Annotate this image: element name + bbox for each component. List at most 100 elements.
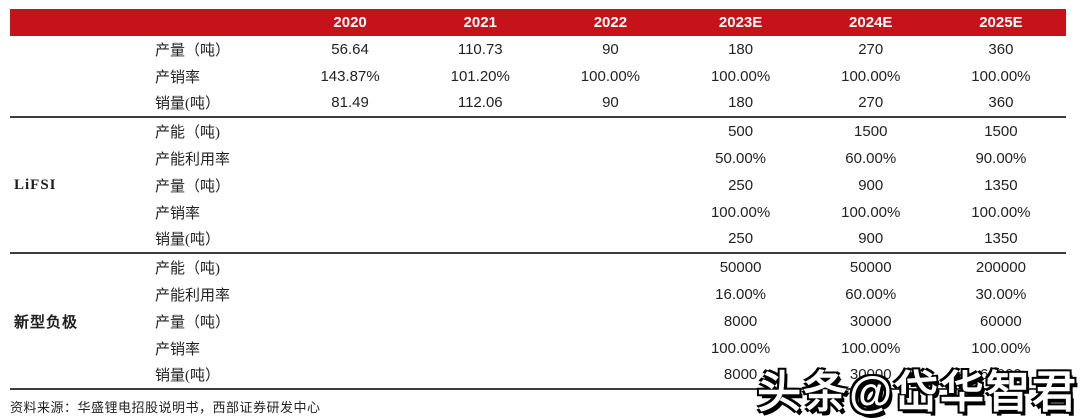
metric-label: 销量(吨） bbox=[155, 232, 220, 249]
group-label-anode: 新型负极 bbox=[14, 314, 79, 331]
value-cell: 250 bbox=[728, 176, 754, 194]
value-cell: 100.00% bbox=[971, 203, 1031, 221]
table-section-lifsi: LiFSI 产能（吨) 500 1500 1500 产能利用率 50.00% 6… bbox=[10, 118, 1066, 255]
value-cell bbox=[285, 254, 415, 281]
value-cell: 100.00% bbox=[580, 67, 641, 85]
value-cell: 100.00% bbox=[841, 67, 901, 85]
value-cell: 112.06 bbox=[457, 94, 503, 112]
value-cell bbox=[545, 226, 675, 253]
value-cell: 60000 bbox=[980, 312, 1022, 330]
value-cell bbox=[545, 362, 675, 389]
value-cell bbox=[415, 172, 545, 199]
value-cell: 250 bbox=[728, 230, 754, 248]
value-cell: 50.00% bbox=[715, 150, 767, 168]
value-cell: 143.87% bbox=[320, 67, 380, 85]
metric-label: 产能利用率 bbox=[155, 288, 231, 305]
year-header-2020: 2020 bbox=[333, 14, 367, 31]
value-cell bbox=[545, 281, 675, 308]
value-cell: 1500 bbox=[854, 123, 888, 141]
metric-label: 产销率 bbox=[155, 69, 201, 86]
year-header-2024e: 2024E bbox=[849, 14, 893, 31]
value-cell bbox=[415, 335, 545, 362]
value-cell: 1350 bbox=[984, 230, 1018, 248]
value-cell bbox=[415, 362, 545, 389]
value-cell bbox=[285, 199, 415, 226]
value-cell bbox=[545, 172, 675, 199]
value-cell: 900 bbox=[858, 230, 884, 248]
forecast-table: 2020 2021 2022 2023E 2024E 2025E 产量（吨） 5… bbox=[10, 9, 1066, 391]
value-cell bbox=[545, 118, 675, 145]
group-label bbox=[10, 36, 145, 116]
metric-label: 产量（吨） bbox=[155, 42, 231, 59]
value-cell: 360 bbox=[988, 40, 1014, 58]
value-cell: 90 bbox=[602, 40, 619, 58]
value-cell: 50000 bbox=[719, 259, 762, 277]
value-cell bbox=[415, 254, 545, 281]
value-cell: 1500 bbox=[984, 123, 1018, 141]
value-cell: 90 bbox=[602, 94, 619, 112]
value-cell: 56.64 bbox=[331, 40, 369, 58]
value-cell: 360 bbox=[988, 94, 1014, 112]
value-cell bbox=[545, 254, 675, 281]
metric-label: 产量（吨） bbox=[155, 314, 231, 331]
value-cell: 200000 bbox=[975, 259, 1026, 277]
value-cell: 60000 bbox=[980, 366, 1022, 384]
value-cell: 30.00% bbox=[975, 286, 1027, 304]
value-cell bbox=[545, 335, 675, 362]
value-cell: 50000 bbox=[849, 259, 892, 277]
value-cell: 180 bbox=[728, 94, 754, 112]
metric-label: 产销率 bbox=[155, 341, 201, 358]
value-cell: 8000 bbox=[723, 366, 758, 384]
metric-label: 产销率 bbox=[155, 205, 201, 222]
value-cell: 500 bbox=[728, 123, 754, 141]
value-cell bbox=[415, 281, 545, 308]
year-header-2025e: 2025E bbox=[979, 14, 1023, 31]
value-cell: 81.49 bbox=[331, 94, 369, 112]
metric-label: 产量（吨） bbox=[155, 178, 231, 195]
value-cell bbox=[285, 226, 415, 253]
value-cell bbox=[415, 199, 545, 226]
toutiao-watermark: 头条@岱华智君 bbox=[757, 368, 1078, 417]
source-note: 资料来源：华盛锂电招股说明书，西部证券研发中心 bbox=[10, 400, 321, 415]
value-cell bbox=[285, 281, 415, 308]
group-label-lifsi: LiFSI bbox=[14, 176, 57, 193]
table-header-row: 2020 2021 2022 2023E 2024E 2025E bbox=[10, 9, 1066, 36]
value-cell bbox=[285, 118, 415, 145]
value-cell bbox=[285, 145, 415, 172]
value-cell: 60.00% bbox=[845, 286, 897, 304]
value-cell: 30000 bbox=[849, 312, 892, 330]
year-header-2023e: 2023E bbox=[718, 14, 763, 31]
value-cell bbox=[285, 308, 415, 335]
value-cell: 100.00% bbox=[971, 339, 1031, 357]
value-cell: 100.00% bbox=[971, 67, 1031, 85]
value-cell bbox=[285, 362, 415, 389]
value-cell bbox=[545, 145, 675, 172]
value-cell: 90.00% bbox=[975, 150, 1027, 168]
value-cell: 100.00% bbox=[710, 203, 771, 221]
value-cell: 8000 bbox=[723, 312, 758, 330]
value-cell: 16.00% bbox=[715, 286, 767, 304]
value-cell: 1350 bbox=[984, 176, 1018, 194]
metric-label: 产能（吨) bbox=[155, 125, 220, 142]
metric-label: 产能利用率 bbox=[155, 152, 231, 169]
value-cell bbox=[545, 308, 675, 335]
value-cell: 100.00% bbox=[841, 339, 901, 357]
value-cell: 110.73 bbox=[457, 40, 503, 58]
value-cell: 30000 bbox=[849, 366, 892, 384]
value-cell: 100.00% bbox=[710, 67, 771, 85]
value-cell: 270 bbox=[858, 94, 884, 112]
value-cell bbox=[415, 118, 545, 145]
value-cell: 100.00% bbox=[841, 203, 901, 221]
value-cell: 101.20% bbox=[450, 67, 510, 85]
table-section-anode: 新型负极 产能（吨) 50000 50000 200000 产能利用率 16.0… bbox=[10, 254, 1066, 391]
table-section-first: 产量（吨） 56.64 110.73 90 180 270 360 产销率 14… bbox=[10, 36, 1066, 119]
value-cell: 270 bbox=[858, 40, 884, 58]
year-header-2022: 2022 bbox=[593, 14, 628, 31]
value-cell bbox=[415, 226, 545, 253]
value-cell: 180 bbox=[728, 40, 754, 58]
value-cell bbox=[415, 145, 545, 172]
metric-label: 销量(吨） bbox=[155, 96, 220, 113]
value-cell: 100.00% bbox=[710, 339, 771, 357]
metric-label: 产能（吨) bbox=[155, 261, 220, 278]
